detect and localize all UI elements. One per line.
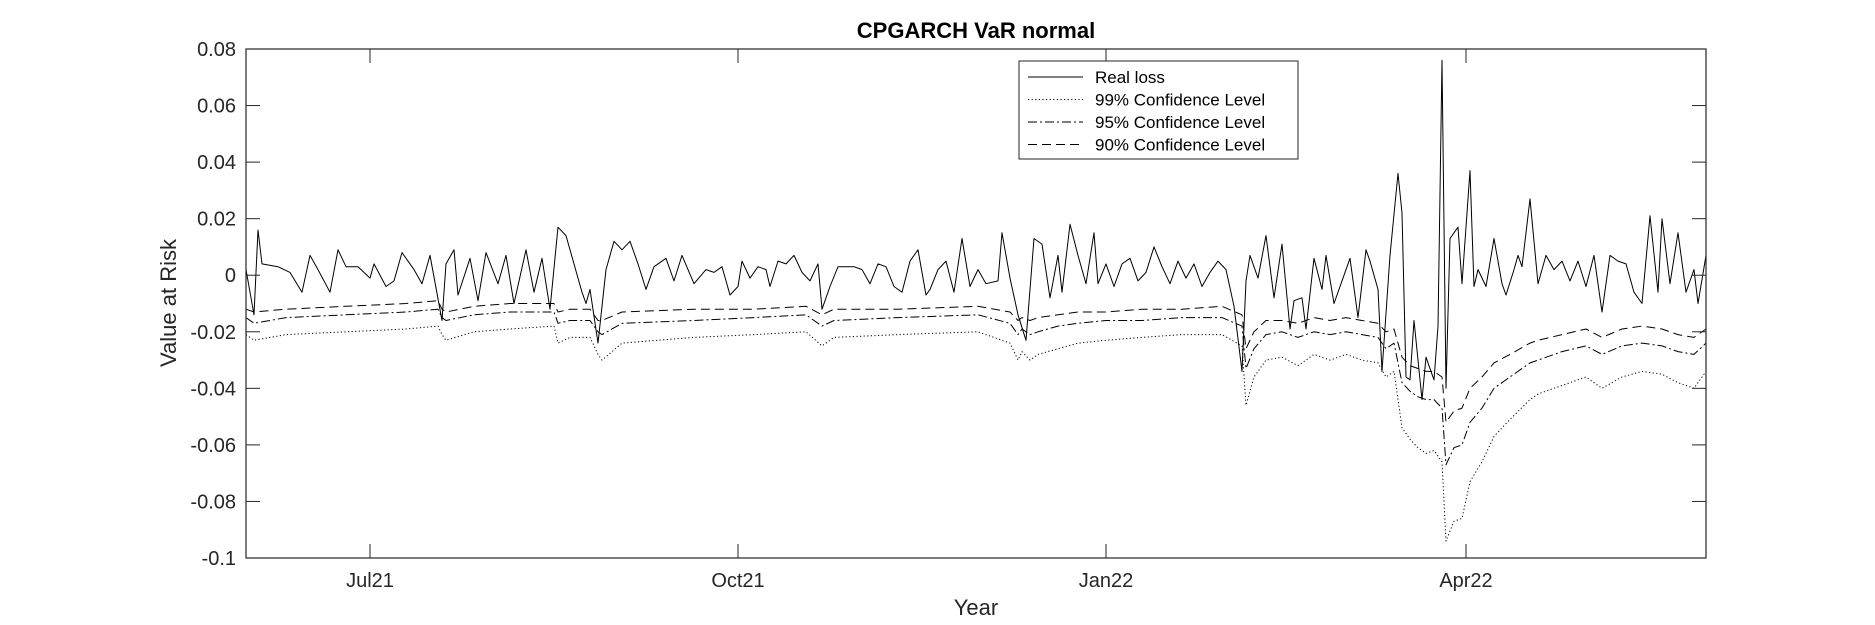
legend-entries: Real loss 99% Confidence Level 95% Confide… — [1028, 68, 1265, 155]
y-tick-label: 0.04 — [197, 152, 236, 174]
series-line-real-loss — [245, 59, 1707, 401]
y-tick-label: -0.08 — [190, 491, 236, 513]
series-line-90-confidence-level — [245, 300, 1707, 423]
legend: Real loss 99% Confidence Level 95% Confide… — [1018, 60, 1299, 160]
chart-title: CPGARCH VaR normal — [857, 18, 1095, 43]
y-tick-label: -0.04 — [190, 378, 236, 400]
y-tick-label: -0.1 — [202, 548, 236, 570]
plot-area-background — [246, 49, 1706, 558]
legend-label: Real loss — [1095, 68, 1165, 87]
y-tick-label: -0.02 — [190, 322, 236, 344]
legend-label: 90% Confidence Level — [1095, 136, 1265, 155]
y-axis-label: Value at Risk — [156, 238, 181, 367]
y-tick-label: -0.06 — [190, 435, 236, 457]
x-tick-label: Jan22 — [1079, 570, 1134, 592]
series-line-99-confidence-level — [245, 325, 1707, 542]
x-tick-label: Oct21 — [711, 570, 764, 592]
y-tick-label: 0.08 — [197, 39, 236, 61]
x-axis-label: Year — [954, 595, 998, 620]
ticks-layer: 0.08 0.06 0.04 0.02 0 -0.02 -0.04 -0.06 -0.08 -0.… — [190, 39, 1706, 592]
y-tick-label: 0.02 — [197, 209, 236, 231]
plot-area-frame — [245, 48, 1707, 559]
x-tick-label: Jul21 — [346, 570, 394, 592]
legend-label: 99% Confidence Level — [1095, 91, 1265, 110]
x-tick-label: Apr22 — [1439, 570, 1492, 592]
y-tick-label: 0.06 — [197, 96, 236, 118]
legend-label: 95% Confidence Level — [1095, 113, 1265, 132]
y-tick-label: 0 — [225, 265, 236, 287]
series-layer — [245, 59, 1707, 542]
